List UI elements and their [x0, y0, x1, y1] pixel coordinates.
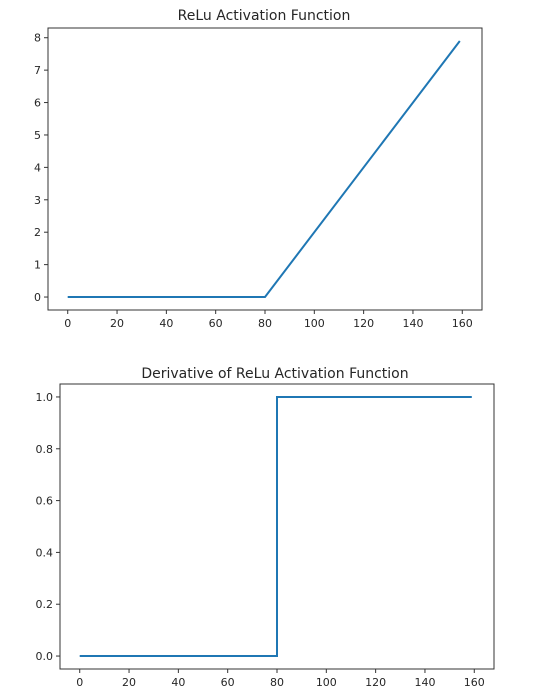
x-tick-label: 0	[64, 317, 71, 330]
series-line	[79, 396, 472, 657]
y-tick-label: 5	[34, 129, 41, 142]
x-tick-label: 0	[76, 676, 83, 689]
x-tick-label: 160	[464, 676, 485, 689]
x-tick-label: 100	[316, 676, 337, 689]
x-tick-label: 100	[304, 317, 325, 330]
chart-title: ReLu Activation Function	[178, 8, 351, 24]
x-tick-label: 120	[353, 317, 374, 330]
x-tick-label: 80	[258, 317, 272, 330]
y-tick-label: 7	[34, 64, 41, 77]
y-tick-label: 3	[34, 194, 41, 207]
y-tick-label: 4	[34, 161, 41, 174]
axis-ticks: 0 20 40 60 80 100 120 140 160 0.0 0.2 0.4 0.6 0.8 1.0	[36, 391, 485, 689]
y-tick-label: 0	[34, 291, 41, 304]
series-lines	[67, 40, 461, 298]
y-tick-label: 0.4	[36, 546, 54, 559]
x-tick-label: 20	[110, 317, 124, 330]
x-tick-label: 160	[452, 317, 473, 330]
relu-chart: ReLu Activation Function 0 20 40 60 80 100 120…	[34, 8, 483, 330]
y-tick-label: 8	[34, 32, 41, 45]
plot-area	[47, 27, 483, 311]
y-tick-label: 0.2	[36, 598, 54, 611]
x-tick-label: 140	[402, 317, 423, 330]
chart-title: Derivative of ReLu Activation Function	[141, 366, 408, 382]
series-lines	[79, 396, 472, 657]
y-tick-label: 0.0	[36, 650, 54, 663]
x-tick-label: 60	[221, 676, 235, 689]
x-tick-label: 60	[209, 317, 223, 330]
x-tick-label: 80	[270, 676, 284, 689]
x-tick-label: 20	[122, 676, 136, 689]
y-tick-label: 0.8	[36, 443, 54, 456]
relu-derivative-chart: Derivative of ReLu Activation Function 0…	[36, 366, 495, 689]
series-line	[67, 40, 461, 298]
x-tick-label: 40	[171, 676, 185, 689]
y-tick-label: 0.6	[36, 495, 54, 508]
axis-ticks: 0 20 40 60 80 100 120 140 160 0 1 2 3 4 5 6 7 8	[34, 32, 473, 330]
y-tick-label: 1.0	[36, 391, 54, 404]
x-tick-label: 140	[414, 676, 435, 689]
y-tick-label: 6	[34, 97, 41, 110]
x-tick-label: 40	[159, 317, 173, 330]
x-tick-label: 120	[365, 676, 386, 689]
y-tick-label: 1	[34, 259, 41, 272]
y-tick-label: 2	[34, 226, 41, 239]
